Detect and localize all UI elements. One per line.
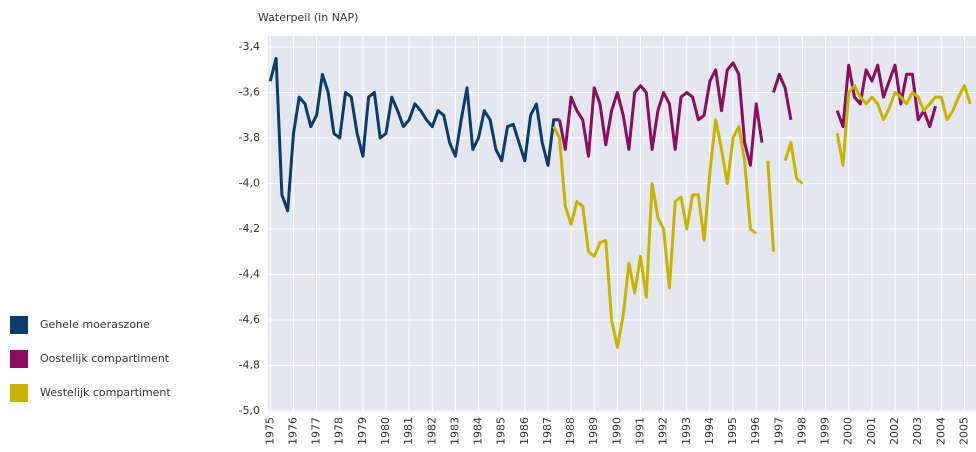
legend-swatch	[10, 316, 28, 334]
x-tick-label: 2002	[888, 417, 901, 445]
y-tick-label: -5,0	[239, 404, 260, 417]
x-tick-label: 2005	[957, 417, 970, 445]
legend-label: Gehele moeraszone	[40, 318, 150, 331]
series-line	[552, 84, 972, 349]
x-tick-label: 1989	[587, 417, 600, 445]
series-line	[268, 56, 560, 213]
x-tick-label: 1985	[495, 417, 508, 445]
y-tick-label: -3,4	[239, 40, 260, 53]
y-tick-label: -3,6	[239, 86, 260, 99]
x-tick-label: 1992	[657, 417, 670, 445]
x-tick-label: 1987	[541, 417, 554, 445]
x-tick-label: 1995	[726, 417, 739, 445]
x-tick-label: 1997	[772, 417, 785, 445]
x-tick-label: 1990	[610, 417, 623, 445]
x-tick-label: 2003	[911, 417, 924, 445]
y-tick-label: -4,2	[239, 222, 260, 235]
chart-title: Waterpeil (in NAP)	[258, 11, 358, 24]
x-tick-label: 1993	[680, 417, 693, 445]
x-tick-label: 1998	[795, 417, 808, 445]
legend-swatch	[10, 350, 28, 368]
y-tick-label: -4,4	[239, 268, 260, 281]
y-tick-label: -4,8	[239, 359, 260, 372]
legend-label: Oostelijk compartiment	[40, 352, 170, 365]
x-tick-label: 1986	[518, 417, 531, 445]
x-tick-label: 2000	[842, 417, 855, 445]
x-tick-label: 1976	[286, 417, 299, 445]
x-tick-label: 1996	[749, 417, 762, 445]
x-tick-label: 2001	[865, 417, 878, 445]
x-tick-label: 1975	[263, 417, 276, 445]
legend-label: Westelijk compartiment	[40, 386, 171, 399]
y-tick-label: -3,8	[239, 131, 260, 144]
series-line	[558, 61, 937, 167]
x-tick-label: 1977	[310, 417, 323, 445]
y-tick-label: -4,6	[239, 313, 260, 326]
x-tick-label: 2004	[934, 417, 947, 445]
x-tick-label: 1979	[356, 417, 369, 445]
x-tick-label: 1994	[703, 417, 716, 445]
x-tick-label: 1978	[333, 417, 346, 445]
x-tick-label: 1984	[472, 417, 485, 445]
x-tick-label: 1991	[634, 417, 647, 445]
x-tick-label: 1981	[402, 417, 415, 445]
x-tick-label: 1982	[425, 417, 438, 445]
y-tick-label: -4,0	[239, 177, 260, 190]
x-tick-label: 1983	[448, 417, 461, 445]
legend-swatch	[10, 384, 28, 402]
x-tick-label: 1980	[379, 417, 392, 445]
x-tick-label: 1988	[564, 417, 577, 445]
x-tick-label: 1999	[819, 417, 832, 445]
